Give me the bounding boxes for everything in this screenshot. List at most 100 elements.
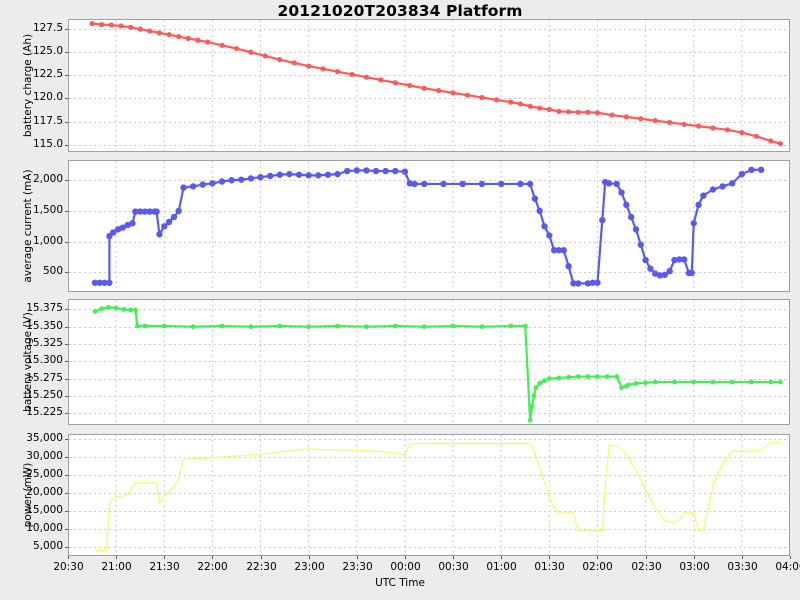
x-tick-label: 01:00 bbox=[486, 561, 517, 573]
data-point bbox=[137, 26, 143, 32]
y-tick-label: 125.0 bbox=[32, 45, 63, 57]
data-point bbox=[378, 77, 384, 83]
data-point bbox=[420, 180, 428, 188]
data-point bbox=[517, 101, 524, 107]
x-tick-label: 23:30 bbox=[342, 561, 373, 573]
x-tick-label: 00:00 bbox=[390, 561, 421, 573]
data-point bbox=[113, 305, 119, 311]
x-tick-label: 02:00 bbox=[582, 561, 613, 573]
data-point bbox=[175, 207, 182, 215]
data-point bbox=[146, 208, 154, 215]
data-point bbox=[108, 22, 114, 28]
data-point bbox=[421, 85, 427, 91]
y-tick-label: 1,000 bbox=[32, 235, 63, 247]
data-point bbox=[121, 306, 127, 312]
data-point bbox=[614, 374, 620, 379]
data-point bbox=[262, 53, 268, 59]
y-tick-label: 127.5 bbox=[32, 22, 63, 34]
data-point bbox=[638, 116, 644, 122]
data-point bbox=[353, 167, 360, 174]
data-point bbox=[392, 167, 399, 175]
data-point bbox=[324, 171, 332, 178]
data-point bbox=[349, 71, 355, 78]
data-point bbox=[364, 324, 369, 330]
data-point bbox=[681, 121, 687, 127]
data-point bbox=[392, 323, 398, 329]
battery-charge-panel-frame bbox=[68, 19, 790, 152]
data-point bbox=[257, 173, 264, 181]
data-point bbox=[118, 23, 124, 29]
data-point bbox=[166, 32, 172, 38]
y-tick-label: 115.0 bbox=[32, 138, 63, 150]
y-tick-label: 500 bbox=[42, 265, 63, 277]
data-point bbox=[209, 180, 216, 187]
data-point bbox=[114, 226, 122, 233]
data-point bbox=[233, 45, 240, 52]
data-point bbox=[493, 97, 499, 103]
data-point bbox=[411, 180, 418, 188]
data-point bbox=[219, 323, 225, 329]
data-point bbox=[276, 171, 283, 178]
data-point bbox=[161, 323, 167, 329]
data-point bbox=[575, 374, 581, 379]
data-point bbox=[537, 105, 543, 111]
y-tick-label: 120.0 bbox=[32, 91, 63, 103]
data-point bbox=[291, 60, 297, 66]
data-point bbox=[89, 21, 95, 27]
data-point bbox=[738, 170, 746, 178]
y-tick-label: 15,000 bbox=[26, 504, 63, 516]
data-point bbox=[739, 130, 745, 136]
data-point bbox=[156, 30, 163, 36]
data-point bbox=[541, 223, 548, 230]
data-point bbox=[542, 378, 547, 384]
data-point bbox=[537, 381, 543, 386]
data-point bbox=[478, 180, 486, 188]
y-tick-label: 15.350 bbox=[26, 320, 63, 332]
data-point bbox=[132, 208, 139, 215]
data-point bbox=[526, 180, 534, 188]
y-tick-label: 15.225 bbox=[26, 406, 63, 418]
data-point bbox=[421, 324, 427, 330]
data-point bbox=[363, 74, 370, 80]
data-point bbox=[96, 279, 103, 286]
data-point bbox=[652, 379, 658, 385]
data-point bbox=[306, 63, 312, 69]
data-point bbox=[189, 183, 197, 190]
data-point bbox=[531, 393, 537, 399]
data-point bbox=[589, 279, 596, 286]
data-point bbox=[565, 109, 572, 115]
data-point bbox=[238, 176, 245, 183]
data-point bbox=[570, 280, 577, 287]
data-point bbox=[440, 180, 447, 188]
data-point bbox=[604, 374, 610, 379]
y-tick-label: 25,000 bbox=[26, 468, 63, 480]
data-point bbox=[124, 221, 131, 229]
data-point bbox=[106, 304, 111, 310]
data-point bbox=[335, 323, 340, 329]
data-point bbox=[560, 247, 567, 254]
data-point bbox=[680, 256, 688, 263]
data-point bbox=[450, 323, 456, 329]
data-point bbox=[724, 127, 731, 133]
data-point bbox=[666, 267, 673, 275]
data-point bbox=[190, 324, 196, 330]
data-point bbox=[508, 323, 514, 329]
x-tick-label: 22:00 bbox=[197, 561, 228, 573]
data-point bbox=[695, 201, 702, 209]
data-point bbox=[594, 279, 601, 286]
data-point bbox=[565, 263, 572, 270]
data-point bbox=[556, 108, 562, 114]
data-point bbox=[637, 241, 644, 248]
data-point bbox=[450, 90, 456, 96]
data-point bbox=[642, 256, 649, 264]
y-tick-label: 35,000 bbox=[26, 432, 63, 444]
data-point bbox=[185, 35, 191, 42]
data-point bbox=[407, 82, 413, 89]
